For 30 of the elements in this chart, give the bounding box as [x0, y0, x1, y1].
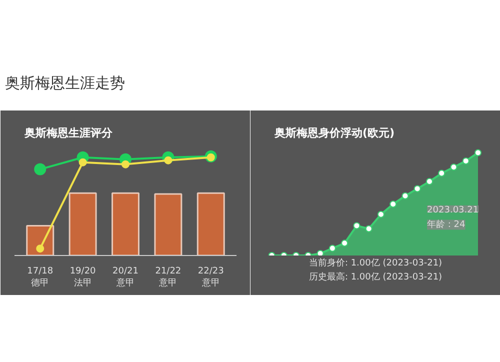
point — [316, 250, 324, 256]
point — [341, 240, 348, 247]
chart-title: 奥斯梅恩生涯评分 — [24, 126, 114, 140]
point — [414, 185, 421, 192]
point — [438, 170, 446, 177]
x-tick-label: 17/18 德甲 — [27, 266, 54, 288]
point — [122, 160, 130, 168]
point — [426, 178, 433, 185]
annotation: 2023.03.21 — [427, 205, 479, 216]
point — [78, 158, 87, 166]
x-tick-label: 20/21 意甲 — [112, 266, 138, 288]
point — [328, 244, 336, 252]
point — [34, 163, 46, 176]
text: 当前身价: 1.00亿 (2023-03-21) — [308, 258, 442, 268]
point — [36, 244, 44, 253]
point — [402, 192, 409, 200]
x-tick-label: 19/20 法甲 — [70, 266, 96, 288]
annotation: 年龄 : 24 — [427, 218, 466, 230]
text: 奥斯梅恩生涯走势 — [5, 73, 125, 94]
point — [365, 225, 372, 232]
point — [390, 200, 397, 208]
point — [353, 222, 360, 230]
point — [474, 149, 482, 156]
point — [450, 164, 458, 171]
x-tick-label: 22/23 意甲 — [198, 266, 224, 288]
point — [377, 210, 384, 218]
point — [462, 157, 470, 164]
chart-title: 奥斯梅恩身价浮动(欧元) — [274, 126, 395, 140]
text: 历史最高: 1.00亿 (2023-03-21) — [308, 272, 442, 282]
x-tick-label: 21/22 意甲 — [155, 266, 182, 288]
